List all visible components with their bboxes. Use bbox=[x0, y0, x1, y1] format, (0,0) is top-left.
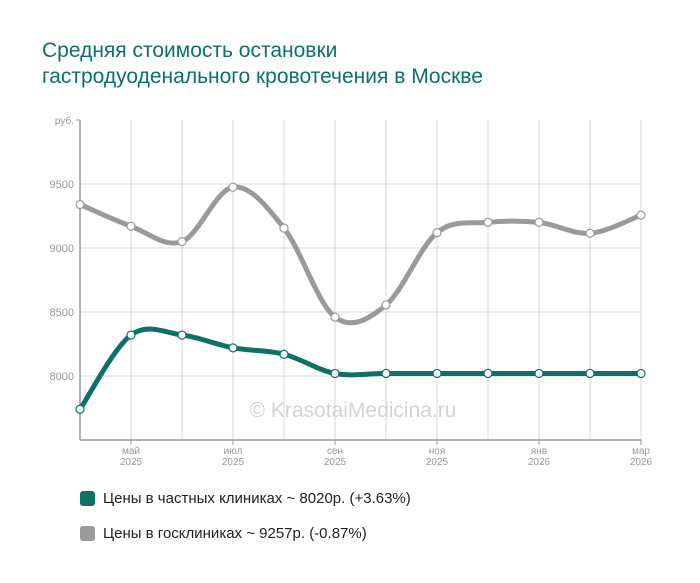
legend-swatch-private bbox=[80, 491, 95, 506]
x-tick-year: 2026 bbox=[630, 457, 653, 468]
data-point bbox=[483, 368, 493, 379]
legend-swatch-public bbox=[80, 526, 95, 541]
x-tick-year: 2025 bbox=[120, 457, 143, 468]
data-point bbox=[330, 368, 340, 379]
x-tick-month: мар bbox=[632, 446, 650, 457]
series-line-0 bbox=[77, 184, 644, 326]
data-point bbox=[636, 368, 646, 379]
x-tick-year: 2026 bbox=[528, 457, 551, 468]
data-point bbox=[585, 228, 595, 238]
data-point bbox=[534, 368, 544, 379]
data-point bbox=[126, 330, 136, 340]
legend-label-private: Цены в частных клиниках ~ 8020р. (+3.63%… bbox=[103, 490, 411, 507]
x-tick-month: июл bbox=[224, 446, 243, 457]
data-point bbox=[75, 199, 85, 210]
legend-item-public: Цены в госклиниках ~ 9257р. (-0.87%) bbox=[80, 525, 367, 542]
y-tick-label: 8000 bbox=[50, 371, 74, 383]
data-point bbox=[381, 368, 391, 379]
x-tick-month: ноя bbox=[429, 446, 446, 457]
legend-item-private: Цены в частных клиниках ~ 8020р. (+3.63%… bbox=[80, 490, 411, 507]
data-point bbox=[381, 300, 391, 310]
y-axis-unit-label: руб. bbox=[55, 115, 74, 127]
data-point bbox=[330, 312, 340, 322]
y-tick-label: 9000 bbox=[50, 243, 74, 255]
x-tick-year: 2025 bbox=[426, 457, 449, 468]
x-tick-month: янв bbox=[531, 446, 547, 457]
x-tick-year: 2025 bbox=[324, 457, 347, 468]
data-point bbox=[432, 368, 442, 379]
data-point bbox=[483, 217, 493, 227]
data-point bbox=[432, 228, 442, 238]
data-point bbox=[534, 217, 544, 227]
y-tick-label: 9500 bbox=[50, 179, 74, 191]
data-point bbox=[636, 210, 646, 220]
y-tick-label: 8500 bbox=[50, 307, 74, 319]
data-point bbox=[585, 368, 595, 379]
legend-label-public: Цены в госклиниках ~ 9257р. (-0.87%) bbox=[103, 525, 367, 542]
watermark: © KrasotaiMedicina.ru bbox=[250, 399, 457, 422]
x-tick-month: сен bbox=[327, 446, 343, 457]
chart-title-line-1: Средняя стоимость остановки bbox=[42, 39, 338, 62]
data-point bbox=[126, 221, 136, 231]
data-point bbox=[177, 237, 187, 247]
data-point bbox=[279, 349, 289, 359]
data-point bbox=[75, 404, 85, 414]
data-point bbox=[279, 223, 289, 233]
line-chart: 8000850090009500руб.май2025июл2025сен202… bbox=[50, 115, 653, 468]
x-tick-year: 2025 bbox=[222, 457, 245, 468]
data-point bbox=[177, 330, 187, 340]
data-point bbox=[228, 343, 238, 353]
x-tick-month: май bbox=[122, 446, 140, 457]
data-point bbox=[228, 182, 238, 192]
chart-title-line-2: гастродуоденального кровотечения в Москв… bbox=[42, 65, 483, 88]
series-line-1 bbox=[77, 326, 644, 412]
chart-title: Средняя стоимость остановки гастродуоден… bbox=[42, 38, 483, 90]
